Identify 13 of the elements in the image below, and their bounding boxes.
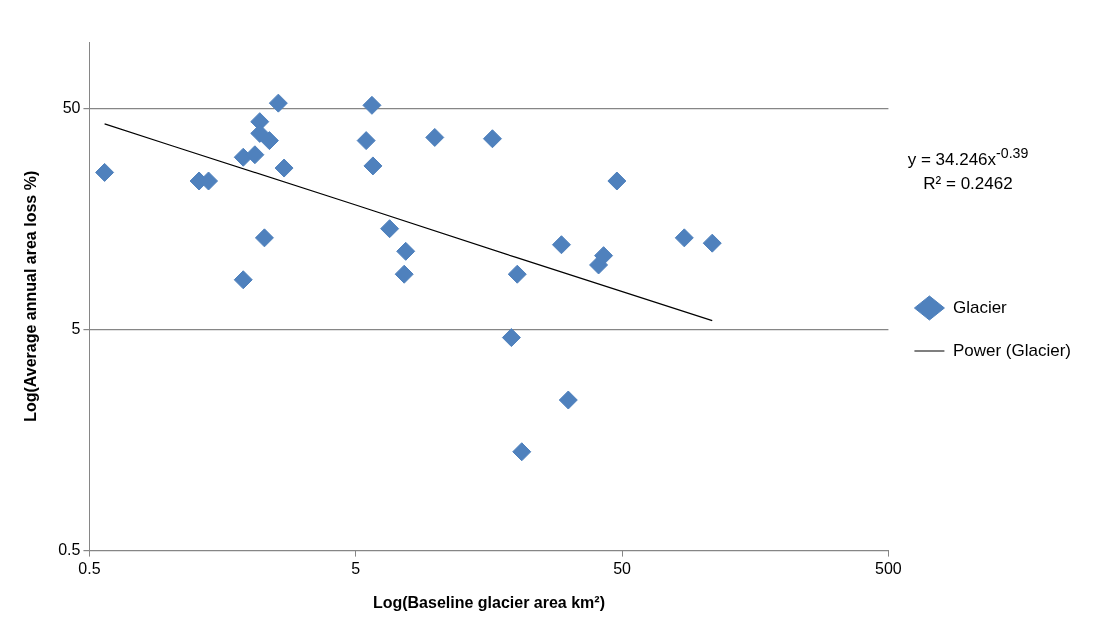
- x-tick-label: 500: [875, 559, 902, 577]
- text: R² = 0.2462: [922, 172, 1014, 195]
- y-tick-label: 0.5: [58, 541, 81, 559]
- x-tick-label: 5: [351, 559, 361, 577]
- y-tick-label: 50: [62, 98, 81, 116]
- text: y = 34.246x$^{-0.39}$: [906, 144, 1030, 171]
- y-axis-title: Log(Average annual area loss %): [22, 170, 40, 422]
- x-tick-label: 0.5: [78, 559, 101, 577]
- x-axis-title: Log(Baseline glacier area km²): [372, 593, 605, 611]
- legend-label: Power (Glacier): [952, 340, 1072, 360]
- legend-label: Glacier: [952, 297, 1008, 317]
- x-tick-label: 50: [613, 559, 632, 577]
- y-tick-label: 5: [71, 319, 81, 337]
